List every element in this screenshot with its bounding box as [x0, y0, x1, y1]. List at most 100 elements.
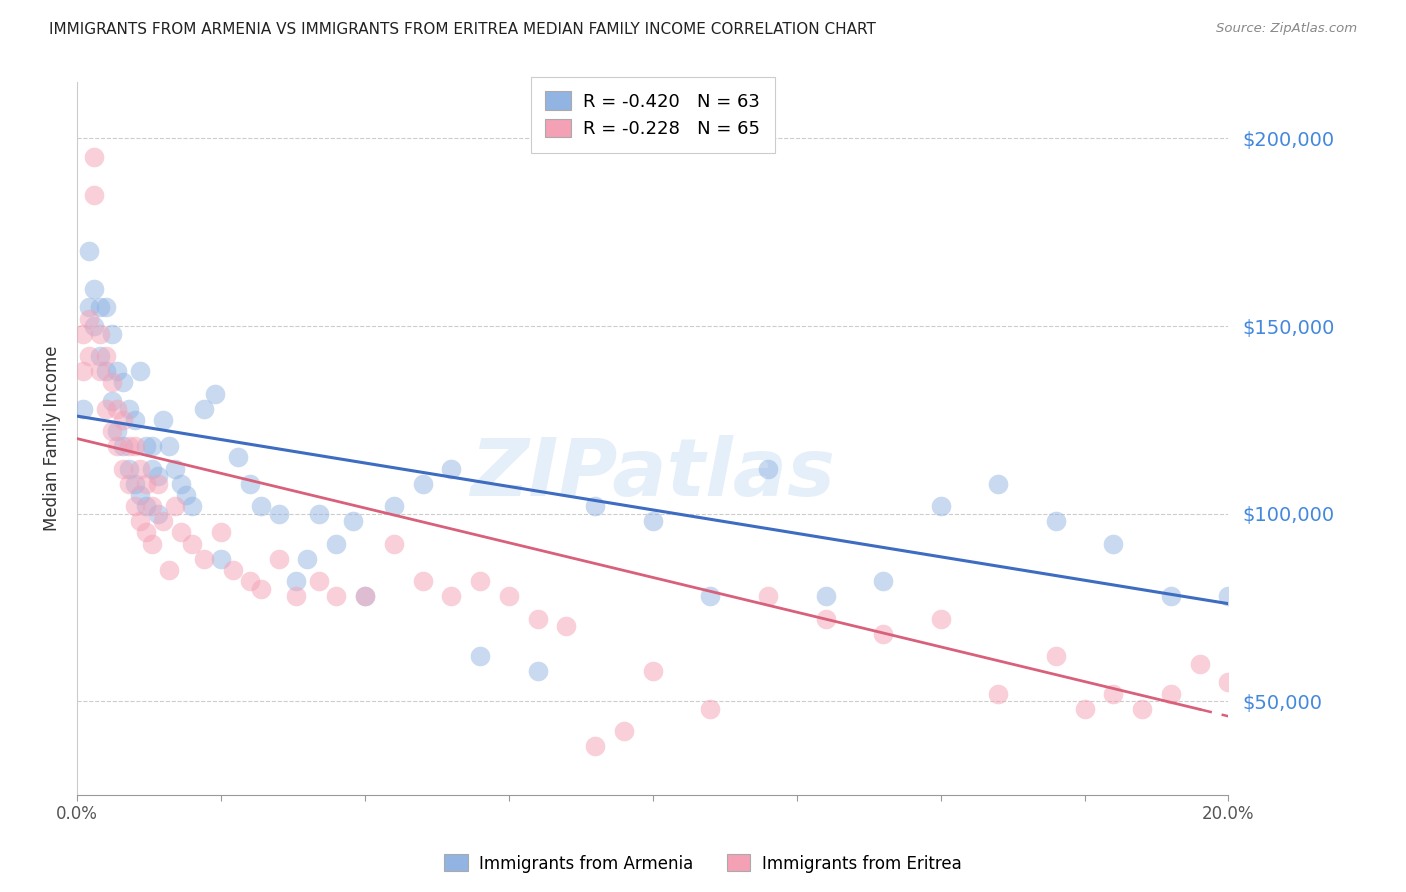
Point	[170, 476, 193, 491]
Point	[141, 461, 163, 475]
Point	[325, 589, 347, 603]
Point	[77, 349, 100, 363]
Point	[94, 401, 117, 416]
Point	[129, 514, 152, 528]
Point	[526, 612, 548, 626]
Point	[239, 574, 262, 589]
Point	[325, 536, 347, 550]
Point	[129, 488, 152, 502]
Point	[872, 626, 894, 640]
Point	[412, 574, 434, 589]
Point	[163, 499, 186, 513]
Point	[100, 424, 122, 438]
Point	[163, 461, 186, 475]
Point	[1188, 657, 1211, 671]
Point	[354, 589, 377, 603]
Point	[83, 150, 105, 164]
Point	[250, 499, 273, 513]
Point	[77, 311, 100, 326]
Point	[141, 536, 163, 550]
Point	[170, 525, 193, 540]
Point	[89, 364, 111, 378]
Point	[72, 364, 94, 378]
Legend: R = -0.420   N = 63, R = -0.228   N = 65: R = -0.420 N = 63, R = -0.228 N = 65	[531, 77, 775, 153]
Point	[141, 439, 163, 453]
Point	[135, 476, 157, 491]
Point	[89, 300, 111, 314]
Text: IMMIGRANTS FROM ARMENIA VS IMMIGRANTS FROM ERITREA MEDIAN FAMILY INCOME CORRELAT: IMMIGRANTS FROM ARMENIA VS IMMIGRANTS FR…	[49, 22, 876, 37]
Point	[100, 376, 122, 390]
Point	[226, 450, 249, 465]
Point	[105, 424, 128, 438]
Point	[89, 326, 111, 341]
Point	[129, 364, 152, 378]
Point	[83, 319, 105, 334]
Point	[250, 582, 273, 596]
Point	[468, 649, 491, 664]
Point	[112, 439, 135, 453]
Point	[157, 439, 180, 453]
Point	[77, 244, 100, 258]
Point	[77, 300, 100, 314]
Point	[193, 551, 215, 566]
Point	[105, 401, 128, 416]
Point	[141, 499, 163, 513]
Point	[193, 401, 215, 416]
Point	[209, 525, 232, 540]
Point	[105, 364, 128, 378]
Point	[613, 724, 636, 739]
Point	[1102, 536, 1125, 550]
Point	[756, 461, 779, 475]
Point	[124, 413, 146, 427]
Point	[146, 469, 169, 483]
Point	[146, 507, 169, 521]
Point	[929, 612, 952, 626]
Point	[526, 665, 548, 679]
Point	[72, 326, 94, 341]
Point	[872, 574, 894, 589]
Point	[157, 563, 180, 577]
Point	[105, 439, 128, 453]
Point	[267, 507, 290, 521]
Point	[412, 476, 434, 491]
Point	[112, 376, 135, 390]
Point	[814, 589, 837, 603]
Point	[181, 536, 204, 550]
Point	[204, 386, 226, 401]
Point	[83, 187, 105, 202]
Point	[112, 461, 135, 475]
Point	[129, 461, 152, 475]
Point	[221, 563, 243, 577]
Point	[135, 525, 157, 540]
Point	[209, 551, 232, 566]
Point	[1218, 675, 1240, 690]
Point	[498, 589, 520, 603]
Point	[468, 574, 491, 589]
Point	[152, 514, 174, 528]
Point	[1130, 702, 1153, 716]
Point	[1218, 589, 1240, 603]
Point	[1045, 649, 1067, 664]
Point	[987, 476, 1010, 491]
Point	[641, 514, 664, 528]
Point	[146, 476, 169, 491]
Point	[929, 499, 952, 513]
Y-axis label: Median Family Income: Median Family Income	[44, 346, 60, 532]
Point	[699, 702, 721, 716]
Point	[354, 589, 377, 603]
Point	[308, 507, 330, 521]
Point	[124, 476, 146, 491]
Point	[135, 439, 157, 453]
Point	[583, 499, 606, 513]
Point	[297, 551, 319, 566]
Point	[308, 574, 330, 589]
Point	[440, 461, 463, 475]
Point	[1160, 687, 1182, 701]
Point	[118, 461, 141, 475]
Point	[284, 574, 307, 589]
Point	[440, 589, 463, 603]
Point	[94, 349, 117, 363]
Point	[135, 499, 157, 513]
Point	[181, 499, 204, 513]
Point	[124, 499, 146, 513]
